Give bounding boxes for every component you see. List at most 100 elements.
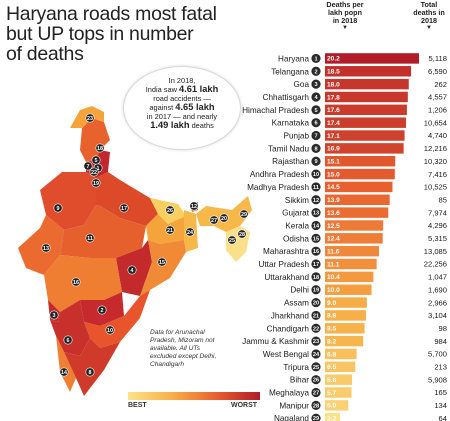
map-rank-marker xyxy=(119,203,129,213)
map-rank-marker xyxy=(89,167,99,177)
rate-bar xyxy=(325,348,357,360)
chart-row: Karnataka 6 17.4 10,654 xyxy=(272,117,447,128)
chart-row: Andhra Pradesh 10 15.0 7,416 xyxy=(250,168,447,180)
rank-label: 24 xyxy=(313,352,320,358)
deaths-column-header: Total deaths in 2018 ▼ xyxy=(408,1,450,32)
row-state-label: Chandigarh xyxy=(267,324,310,333)
deaths-value-label: 64 xyxy=(439,414,447,421)
deaths-value-label: 2,966 xyxy=(428,298,447,307)
rate-bar xyxy=(325,271,374,283)
rank-label: 21 xyxy=(313,313,319,319)
chart-row: Jharkhand 21 8.8 3,104 xyxy=(271,310,447,321)
chart-row: Assam 20 9.0 2,966 xyxy=(284,297,447,308)
map-rank-marker xyxy=(165,225,175,235)
map-rank-label: 13 xyxy=(43,246,49,252)
rate-value-label: 12.4 xyxy=(327,236,340,243)
rate-value-label: 8.5 xyxy=(327,326,336,333)
map-rank-label: 5 xyxy=(95,158,98,164)
rank-marker xyxy=(311,246,321,256)
row-state-label: Uttarakhand xyxy=(264,273,309,282)
rate-bar xyxy=(325,143,404,154)
map-rank-marker xyxy=(185,227,195,237)
map-rank-label: 2 xyxy=(101,308,104,314)
rate-value-label: 13.6 xyxy=(327,210,340,217)
rate-bar xyxy=(325,194,390,205)
row-state-label: Andhra Pradesh xyxy=(250,170,310,179)
deaths-value-label: 98 xyxy=(439,324,447,333)
rank-label: 1 xyxy=(314,56,317,62)
map-region-tamilnadu xyxy=(64,338,120,396)
rank-label: 20 xyxy=(313,301,319,307)
rank-marker xyxy=(311,375,321,385)
row-state-label: Bihar xyxy=(290,376,309,385)
deaths-value-label: 4,296 xyxy=(428,221,447,230)
deaths-value-label: 5,118 xyxy=(429,54,447,63)
map-region-kerala xyxy=(56,336,76,392)
deaths-value-label: 5,908 xyxy=(428,375,447,384)
rate-bar xyxy=(325,168,395,180)
rate-bar xyxy=(325,258,377,270)
map-markers: 1234567891011121314151617181920212223242… xyxy=(41,113,249,377)
map-region-karnataka xyxy=(50,300,90,356)
row-state-label: Haryana xyxy=(278,54,309,63)
deaths-value-label: 1,690 xyxy=(428,285,447,294)
rate-value-label: 5.0 xyxy=(327,403,336,410)
rate-header-line-1: Deaths per xyxy=(326,0,364,9)
rank-label: 17 xyxy=(313,262,319,268)
rate-column-header: Deaths per lakh popn in 2018 ▼ xyxy=(318,0,372,32)
rank-label: 26 xyxy=(313,378,319,384)
map-rank-marker xyxy=(97,305,107,315)
row-state-label: Madhya Pradesh xyxy=(247,183,309,192)
bubble-line-2a: India saw xyxy=(145,85,179,94)
map-rank-marker xyxy=(71,277,81,287)
rank-label: 6 xyxy=(314,121,317,127)
map-rank-marker xyxy=(239,209,249,219)
rank-marker xyxy=(311,66,321,76)
row-state-label: Manipur xyxy=(279,401,309,410)
map-rank-marker xyxy=(219,213,229,223)
rank-marker xyxy=(311,400,321,410)
rate-value-label: 17.6 xyxy=(327,107,340,114)
rank-label: 5 xyxy=(314,108,317,114)
bubble-line-6b: deaths xyxy=(189,121,214,130)
map-rank-marker xyxy=(63,335,73,345)
rate-value-label: 17.1 xyxy=(327,133,340,140)
chart-row: Meghalaya 27 5.7 165 xyxy=(269,387,447,398)
map-region-maharashtra xyxy=(44,255,122,312)
chart-row: Manipur 28 5.0 134 xyxy=(279,400,447,411)
deaths-header-line-3: 2018 xyxy=(421,16,437,25)
data-note: Data for Arunachal Pradesh, Mizoram not … xyxy=(150,329,217,368)
chart-row: Chandigarh 22 8.5 98 xyxy=(267,323,447,334)
map-rank-marker xyxy=(165,205,175,215)
rank-marker xyxy=(311,336,321,346)
deaths-value-label: 22,256 xyxy=(424,260,447,269)
deaths-value-label: 134 xyxy=(434,401,447,410)
rate-value-label: 15.1 xyxy=(327,159,340,166)
deaths-value-label: 5,700 xyxy=(428,350,447,359)
rate-bar xyxy=(325,78,409,90)
row-state-label: Uttar Pradesh xyxy=(258,260,309,269)
map-rank-marker xyxy=(85,367,95,377)
deaths-value-label: 7,974 xyxy=(428,208,447,217)
map-rank-label: 15 xyxy=(159,260,165,266)
rate-value-label: 3.2 xyxy=(327,416,336,421)
rank-label: 2 xyxy=(314,69,317,75)
rank-marker xyxy=(311,208,321,218)
map-rank-label: 16 xyxy=(73,280,79,286)
rank-label: 9 xyxy=(314,159,317,165)
rank-label: 11 xyxy=(313,185,319,191)
rate-value-label: 5.8 xyxy=(327,377,336,384)
rank-marker xyxy=(311,92,321,102)
deaths-value-label: 10,525 xyxy=(424,183,447,192)
rate-bar xyxy=(325,374,352,385)
map-rank-marker xyxy=(49,310,59,320)
rate-bar xyxy=(325,181,393,193)
rank-label: 19 xyxy=(313,288,319,294)
rate-value-label: 14.5 xyxy=(327,184,340,191)
deaths-value-label: 10,654 xyxy=(424,118,447,127)
chart-row: Kerala 14 12.5 4,296 xyxy=(285,220,447,231)
stats-bubble: In 2018, India saw 4.61 lakh road accide… xyxy=(123,66,241,150)
